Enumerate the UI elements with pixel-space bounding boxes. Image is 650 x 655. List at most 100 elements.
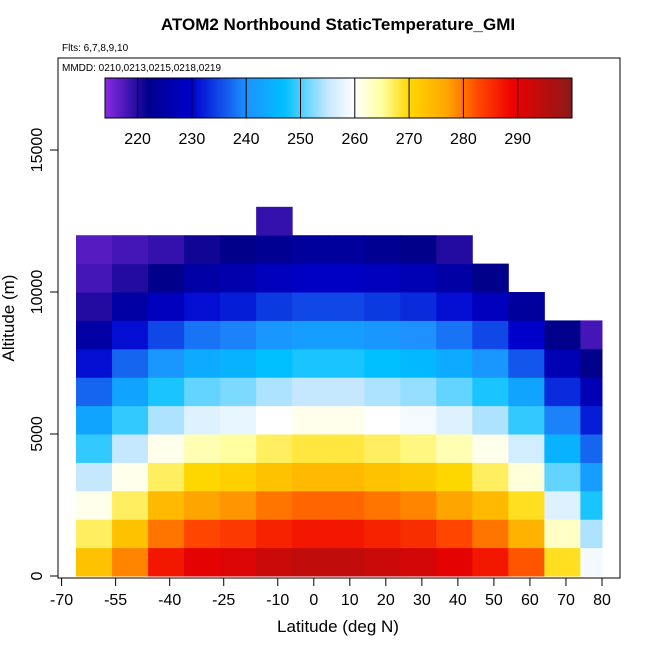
x-tick-label: -25 [212, 592, 235, 609]
y-axis-label: Altitude (m) [0, 275, 18, 362]
heatmap-cell [220, 263, 257, 293]
heatmap-cell [184, 490, 221, 520]
heatmap-cell [580, 547, 603, 577]
heatmap-cell [256, 434, 293, 463]
heatmap-cell [292, 263, 329, 293]
heatmap-cell [508, 348, 545, 378]
heatmap-cell [256, 292, 293, 321]
heatmap-cell [544, 405, 581, 435]
heatmap-cell [220, 348, 257, 378]
x-tick-label: -10 [266, 592, 289, 609]
heatmap-cell [580, 348, 603, 378]
heatmap-cell [436, 292, 473, 321]
heatmap-cell [400, 377, 437, 407]
heatmap-cell [472, 292, 509, 321]
heatmap-cell [220, 377, 257, 407]
heatmap-cell [508, 490, 545, 520]
heatmap-cell [292, 377, 329, 407]
heatmap-cell [112, 320, 149, 350]
subtitle: Flts: 6,7,8,9,10 [62, 43, 129, 54]
heatmap-cell [400, 235, 437, 265]
heatmap-cell [112, 490, 149, 520]
heatmap-cell [148, 348, 185, 378]
heatmap-cell [472, 547, 509, 577]
x-tick-label: -70 [50, 592, 73, 609]
heatmap-cell [364, 490, 401, 520]
heatmap-cell [508, 405, 545, 435]
heatmap-cell [256, 206, 293, 236]
heatmap-cell [436, 348, 473, 378]
heatmap-cell [508, 519, 545, 549]
heatmap-cell [472, 377, 509, 407]
colorbar-tick-label: 260 [341, 131, 368, 148]
heatmap-cell [508, 462, 545, 492]
heatmap-cell [76, 547, 113, 577]
y-tick-label: 10000 [29, 270, 46, 315]
heatmap-cell [328, 235, 365, 265]
heatmap-cell [292, 490, 329, 520]
heatmap-cell [256, 235, 293, 265]
heatmap-cell [508, 547, 545, 577]
heatmap-cell [436, 519, 473, 549]
heatmap-cell [400, 519, 437, 549]
heatmap-cell [364, 377, 401, 407]
heatmap-cell [580, 519, 603, 549]
heatmap-cell [292, 320, 329, 350]
heatmap-cell [184, 263, 221, 293]
heatmap-cell [292, 547, 329, 577]
x-tick-label: 20 [377, 592, 395, 609]
heatmap-cell [148, 292, 185, 321]
heatmap-cell [364, 519, 401, 549]
colorbar-tick-label: 240 [233, 131, 260, 148]
x-tick-label: 30 [413, 592, 431, 609]
x-tick-label: 50 [485, 592, 503, 609]
heatmap-cell [328, 348, 365, 378]
heatmap-cell [328, 519, 365, 549]
heatmap-cell [400, 263, 437, 293]
heatmap-cell [148, 235, 185, 265]
heatmap-cell [364, 348, 401, 378]
heatmap-cell [436, 462, 473, 492]
heatmap-cell [580, 490, 603, 520]
heatmap-cell [400, 434, 437, 463]
y-tick-label: 15000 [29, 128, 46, 173]
heatmap-cell [220, 547, 257, 577]
heatmap-cell [508, 320, 545, 350]
heatmap-cell [112, 348, 149, 378]
heatmap-cell [580, 462, 603, 492]
heatmap-cell [436, 405, 473, 435]
heatmap-cell [148, 434, 185, 463]
heatmap-cell [76, 320, 113, 350]
heatmap-cell [292, 235, 329, 265]
heatmap-cell [184, 348, 221, 378]
heatmap-cell [364, 434, 401, 463]
heatmap-cell [112, 263, 149, 293]
colorbar [104, 77, 573, 119]
heatmap-cell [184, 434, 221, 463]
heatmap-cell [472, 405, 509, 435]
heatmap-cell [364, 263, 401, 293]
heatmap-cell [76, 377, 113, 407]
heatmap-cell [436, 235, 473, 265]
heatmap-cell [112, 377, 149, 407]
heatmap-cell [400, 320, 437, 350]
heatmap-cell [184, 519, 221, 549]
heatmap-cell [328, 462, 365, 492]
heatmap-cell [112, 462, 149, 492]
heatmap-cell [112, 519, 149, 549]
heatmap-cell [436, 434, 473, 463]
colorbar-tick-label: 230 [179, 131, 206, 148]
heatmap-cell [292, 462, 329, 492]
heatmap-cell [220, 320, 257, 350]
heatmap-cell [436, 263, 473, 293]
heatmap-cell [400, 547, 437, 577]
heatmap-cell [220, 405, 257, 435]
x-tick-label: 80 [593, 592, 611, 609]
heatmap-cell [436, 377, 473, 407]
x-tick-label: 70 [557, 592, 575, 609]
heatmap-cell [328, 377, 365, 407]
heatmap-cell [76, 405, 113, 435]
heatmap-cell [472, 490, 509, 520]
heatmap-cell [580, 377, 603, 407]
heatmap-cell [328, 490, 365, 520]
